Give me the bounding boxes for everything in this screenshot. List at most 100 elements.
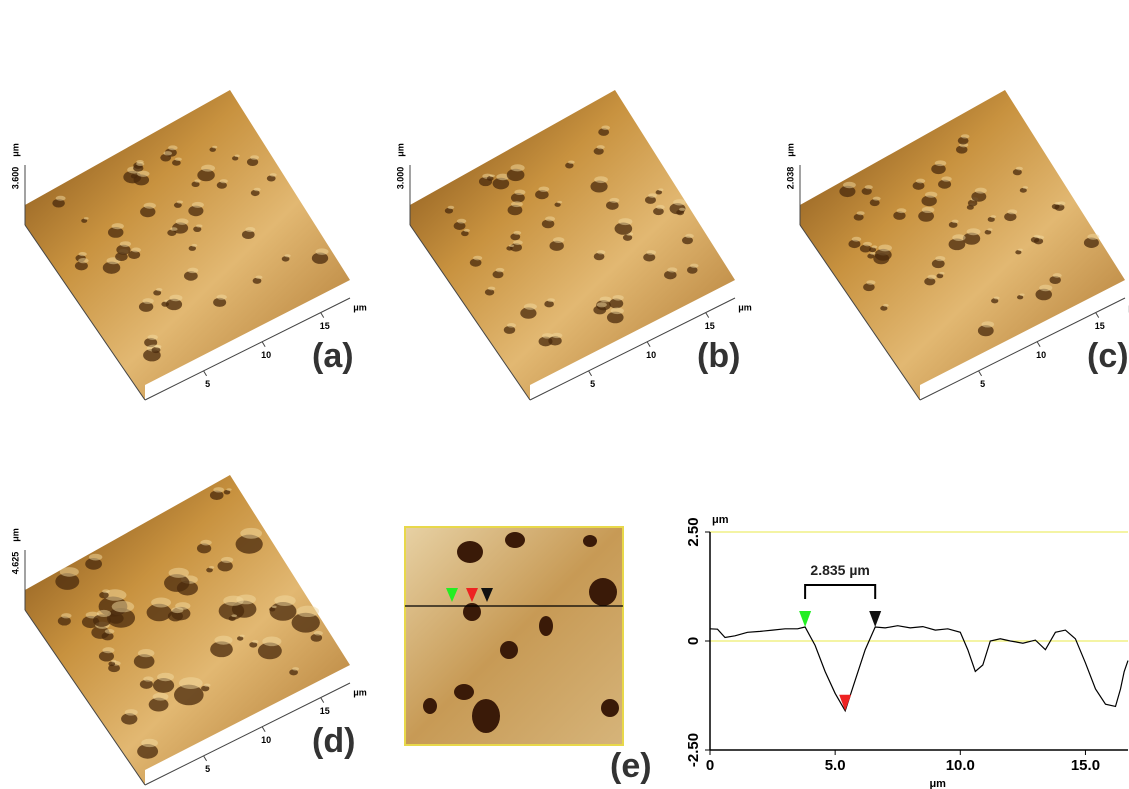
cursor-marker	[869, 611, 881, 627]
pit	[454, 684, 474, 700]
surface	[410, 90, 735, 400]
highlight	[594, 176, 608, 183]
axis-unit: μm	[353, 302, 367, 312]
highlight	[878, 245, 892, 252]
highlight	[611, 307, 624, 314]
highlight	[464, 229, 470, 232]
highlight	[112, 223, 124, 229]
y-tick-label: -2.50	[685, 733, 702, 767]
highlight	[473, 256, 482, 261]
panel-label: (b)	[697, 337, 740, 375]
highlight	[226, 488, 231, 491]
highlight	[1039, 285, 1052, 292]
highlight	[213, 487, 224, 492]
highlight	[952, 220, 959, 223]
highlight	[270, 173, 277, 177]
pit	[457, 541, 483, 563]
highlight	[138, 649, 155, 657]
axis-tick	[1096, 313, 1099, 318]
highlight	[597, 145, 605, 149]
highlight	[151, 598, 171, 608]
highlight	[568, 160, 575, 163]
highlight	[214, 636, 232, 645]
highlight	[883, 304, 889, 307]
z-scale-value: 3.000	[395, 167, 405, 190]
pit	[589, 578, 617, 606]
highlight	[254, 188, 261, 192]
highlight	[935, 160, 947, 166]
highlight	[552, 333, 563, 338]
highlight	[56, 196, 66, 201]
highlight	[1053, 273, 1062, 278]
highlight	[490, 174, 495, 177]
pit	[423, 698, 437, 714]
axis-tick	[204, 756, 207, 761]
axis-tick-label: 15	[320, 321, 330, 331]
highlight	[231, 614, 237, 617]
highlight	[120, 241, 131, 247]
highlight	[84, 217, 89, 219]
z-scale-unit: μm	[395, 143, 405, 157]
panel-label: (e)	[610, 747, 652, 785]
highlight	[981, 321, 994, 327]
highlight	[142, 298, 153, 304]
highlight	[1007, 209, 1017, 214]
highlight	[147, 335, 157, 340]
highlight	[250, 155, 259, 160]
measure-annotation: 2.835 µm	[810, 562, 869, 578]
axis-tick-label: 5	[590, 379, 595, 389]
highlight	[457, 219, 466, 224]
highlight	[496, 268, 505, 272]
z-scale-value: 4.625	[10, 552, 20, 575]
z-scale-value: 3.600	[10, 167, 20, 190]
highlight	[163, 151, 172, 155]
axis-tick	[262, 727, 265, 732]
axis-tick	[262, 342, 265, 347]
image-frame	[405, 527, 623, 745]
highlight	[1034, 235, 1041, 238]
highlight	[975, 188, 987, 194]
highlight	[557, 201, 562, 204]
highlight	[852, 237, 862, 242]
highlight	[89, 554, 102, 561]
highlight	[154, 345, 161, 349]
highlight	[870, 252, 876, 255]
highlight	[221, 557, 233, 563]
highlight	[156, 288, 162, 291]
highlight	[513, 231, 521, 235]
surface-panel: 3.600μm51015μm(a)	[10, 90, 366, 400]
highlight	[990, 215, 996, 218]
panel-label: (d)	[312, 722, 355, 760]
highlight	[538, 186, 549, 191]
panel-label: (a)	[312, 337, 354, 375]
highlight	[284, 254, 290, 257]
highlight	[513, 240, 523, 245]
highlight	[204, 684, 211, 687]
highlight	[157, 673, 174, 681]
highlight	[112, 601, 135, 612]
highlight	[857, 211, 865, 215]
highlight	[514, 189, 525, 195]
axis-tick	[589, 371, 592, 376]
highlight	[240, 635, 245, 638]
axis-tick-label: 10	[261, 735, 271, 745]
axis-tick-label: 10	[261, 350, 271, 360]
axis-tick-label: 10	[1036, 350, 1046, 360]
highlight	[143, 676, 153, 681]
z-scale-unit: μm	[785, 143, 795, 157]
axis-unit: μm	[738, 302, 752, 312]
highlight	[927, 275, 936, 279]
highlight	[168, 145, 178, 150]
highlight	[102, 647, 114, 653]
highlight	[272, 606, 277, 608]
x-axis-label: μm	[929, 778, 946, 789]
highlight	[511, 201, 523, 207]
highlight	[201, 165, 215, 172]
highlight	[175, 158, 182, 161]
figure: (e) 3.600μm51015μm(a)3.000μm51015μm(b)2.…	[0, 0, 1129, 789]
highlight	[79, 252, 87, 256]
highlight	[897, 208, 907, 213]
y-tick-label: 2.50	[685, 517, 702, 546]
highlight	[1016, 167, 1023, 171]
